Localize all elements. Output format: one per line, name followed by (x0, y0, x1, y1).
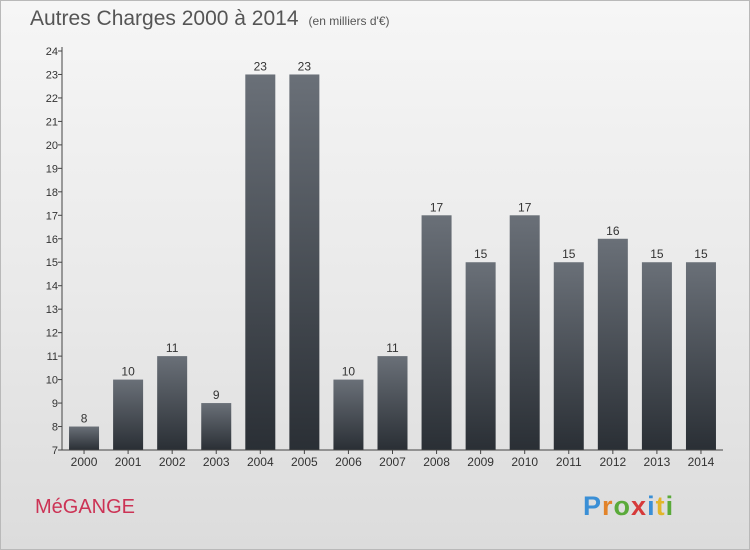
chart-subtitle: (en milliers d'€) (308, 14, 390, 28)
data-label: 15 (694, 247, 708, 261)
title-row: Autres Charges 2000 à 2014 (en milliers d… (30, 7, 390, 31)
x-tick-label: 2014 (688, 455, 715, 469)
logo-letter: i (647, 491, 656, 521)
y-tick-label: 23 (46, 69, 58, 81)
bar (113, 379, 144, 450)
y-tick-label: 13 (46, 304, 58, 316)
x-axis: 2000 2001 2002 2003 2004 2005 2006 2007 2008 2009… (62, 449, 723, 469)
bar (157, 356, 188, 450)
y-axis: 7 8 9 10 11 12 13 14 15 16 17 18 19 20 21 22 23 24 (46, 46, 63, 457)
y-tick-label: 17 (46, 210, 58, 222)
bar (377, 356, 408, 450)
x-tick-label: 2013 (644, 455, 671, 469)
bar (289, 74, 320, 451)
data-label: 23 (254, 59, 268, 73)
y-tick-label: 11 (47, 351, 58, 363)
x-tick-label: 2010 (511, 455, 538, 469)
bars: 8 10 11 9 23 23 10 11 17 15 17 15 16 15 15 (69, 59, 716, 451)
x-tick-label: 2012 (599, 455, 626, 469)
x-tick-label: 2011 (556, 455, 582, 469)
data-label: 8 (81, 412, 88, 426)
data-label: 15 (474, 247, 488, 261)
logo-letter: i (665, 491, 675, 521)
bar (421, 215, 452, 450)
bar (597, 238, 628, 450)
data-label: 15 (650, 247, 664, 261)
data-label: 11 (166, 341, 179, 355)
data-label: 9 (213, 388, 220, 402)
x-tick-label: 2008 (423, 455, 450, 469)
logo-letter: r (602, 491, 614, 521)
x-tick-label: 2001 (115, 455, 142, 469)
logo-letter: x (631, 491, 648, 521)
x-tick-label: 2009 (467, 455, 494, 469)
x-tick-label: 2005 (291, 455, 318, 469)
y-tick-label: 14 (46, 281, 58, 293)
x-tick-label: 2004 (247, 455, 274, 469)
y-tick-label: 18 (46, 187, 58, 199)
data-label: 11 (386, 341, 399, 355)
bar (333, 379, 364, 450)
data-label: 17 (518, 200, 532, 214)
data-label: 16 (606, 224, 620, 238)
y-tick-label: 10 (46, 375, 58, 387)
x-tick-label: 2006 (335, 455, 362, 469)
bar (201, 403, 232, 450)
chart-title: Autres Charges 2000 à 2014 (30, 7, 299, 30)
logo-letter: t (655, 491, 666, 521)
y-tick-label: 7 (52, 445, 58, 457)
y-tick-label: 15 (46, 257, 58, 269)
y-tick-label: 20 (46, 140, 58, 152)
logo-letter: o (613, 491, 632, 521)
y-tick-label: 8 (52, 422, 58, 434)
y-tick-label: 24 (46, 46, 58, 58)
bar (641, 262, 672, 450)
data-label: 15 (562, 247, 576, 261)
data-label: 10 (121, 365, 135, 379)
bar (465, 262, 496, 450)
bar (245, 74, 276, 451)
y-tick-label: 21 (46, 116, 58, 128)
y-tick-label: 19 (46, 163, 58, 175)
x-tick-label: 2003 (203, 455, 230, 469)
proxiti-logo: Proxiti (583, 491, 674, 522)
data-label: 10 (342, 365, 356, 379)
y-tick-label: 12 (46, 328, 58, 340)
bar (69, 426, 100, 450)
bar (509, 215, 540, 450)
y-tick-label: 22 (46, 93, 58, 105)
x-tick-label: 2007 (379, 455, 406, 469)
x-tick-label: 2002 (159, 455, 186, 469)
y-tick-label: 16 (46, 234, 58, 246)
logo-letter: P (583, 491, 603, 521)
y-tick-label: 9 (52, 398, 58, 410)
data-label: 23 (298, 59, 312, 73)
x-tick-label: 2000 (71, 455, 98, 469)
bar (553, 262, 584, 450)
commune-name: MéGANGE (35, 496, 136, 518)
bar (685, 262, 716, 450)
data-label: 17 (430, 200, 444, 214)
